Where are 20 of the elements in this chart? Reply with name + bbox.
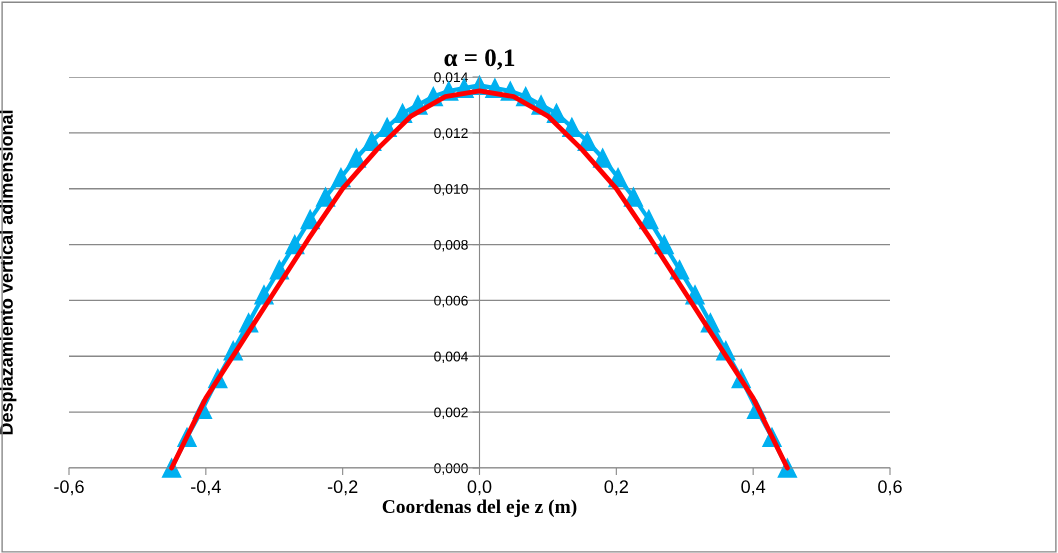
point: [577, 131, 597, 151]
y-tick-label: 0,010: [434, 184, 468, 196]
y-tick-label: 0,000: [434, 463, 468, 475]
point: [362, 131, 382, 151]
x-tick-label: -0,2: [327, 480, 358, 496]
y-axis-title: Desplazamiento vertical adimensional: [0, 110, 17, 435]
y-tick-label: 0,002: [434, 407, 468, 419]
y-tick-label: 0,006: [434, 295, 468, 308]
y-tick-label: 0,004: [434, 351, 468, 364]
x-tick-label: -0,4: [191, 480, 221, 496]
y-tick-label: 0,014: [434, 72, 468, 84]
x-tick-label: 0,6: [878, 480, 902, 496]
x-tick-label: 0,0: [467, 480, 492, 496]
y-tick-label: 0,012: [434, 128, 468, 140]
x-tick-label: -0,6: [54, 480, 84, 496]
y-tick-label: 0,008: [434, 239, 468, 252]
chart-title: α = 0,1: [444, 49, 515, 70]
x-axis-title: Coordenas del eje z (m): [382, 499, 577, 518]
x-tick-label: 0,4: [741, 480, 766, 496]
x-tick-label: 0,2: [604, 480, 628, 496]
